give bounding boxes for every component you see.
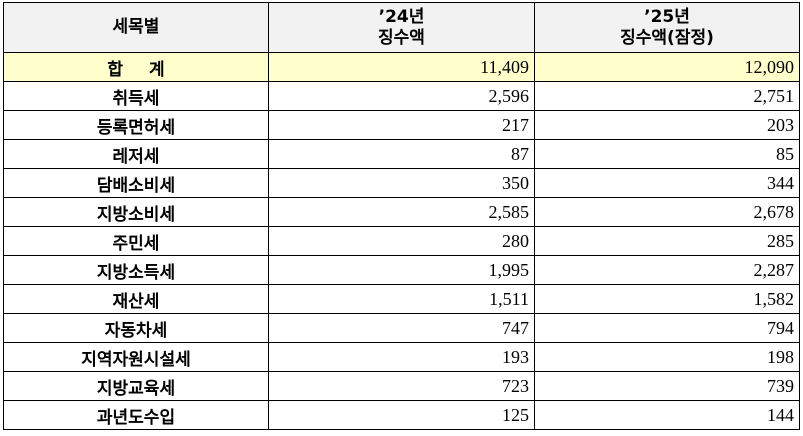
value-2024-cell: 87 (268, 139, 535, 169)
header-2024-label: 징수액 (378, 27, 425, 48)
header-2025-label: 징수액(잠정) (620, 27, 714, 48)
table-row: 담배소비세 350 344 (3, 168, 800, 198)
tax-category-cell: 주민세 (3, 226, 269, 256)
value-2024-cell: 2,596 (268, 81, 535, 111)
table-row: 재산세 1,511 1,582 (3, 284, 800, 314)
value-2024-cell: 217 (268, 110, 535, 140)
total-2025-value: 12,090 (534, 52, 800, 82)
total-label: 합 계 (3, 52, 269, 82)
value-2025-cell: 344 (534, 168, 800, 198)
value-2024-cell: 723 (268, 371, 535, 401)
tax-category-cell: 레저세 (3, 139, 269, 169)
header-tax-category: 세목별 (3, 2, 269, 53)
value-2025-cell: 198 (534, 342, 800, 372)
tax-collection-table: 세목별 ’24년 징수액 ’25년 징수액(잠정) 합 계 11,409 12,… (3, 2, 800, 430)
tax-category-cell: 과년도수입 (3, 400, 269, 430)
value-2025-cell: 203 (534, 110, 800, 140)
table-row: 레저세 87 85 (3, 139, 800, 169)
tax-category-cell: 지방교육세 (3, 371, 269, 401)
value-2024-cell: 1,995 (268, 255, 535, 285)
value-2025-cell: 285 (534, 226, 800, 256)
header-2024-year: ’24년 (378, 6, 425, 27)
table-row: 과년도수입 125 144 (3, 400, 800, 430)
tax-category-cell: 재산세 (3, 284, 269, 314)
header-tax-category-label: 세목별 (112, 17, 160, 37)
table-row: 등록면허세 217 203 (3, 110, 800, 140)
tax-category-cell: 등록면허세 (3, 110, 269, 140)
value-2024-cell: 747 (268, 313, 535, 343)
table-row: 취득세 2,596 2,751 (3, 81, 800, 111)
value-2025-cell: 144 (534, 400, 800, 430)
value-2025-cell: 2,287 (534, 255, 800, 285)
tax-category-cell: 지역자원시설세 (3, 342, 269, 372)
total-row: 합 계 11,409 12,090 (3, 52, 800, 82)
table-row: 지방소득세 1,995 2,287 (3, 255, 800, 285)
value-2024-cell: 1,511 (268, 284, 535, 314)
value-2025-cell: 2,751 (534, 81, 800, 111)
table-header: 세목별 ’24년 징수액 ’25년 징수액(잠정) (3, 2, 800, 53)
header-2025-collection: ’25년 징수액(잠정) (534, 2, 800, 53)
value-2024-cell: 193 (268, 342, 535, 372)
value-2024-cell: 350 (268, 168, 535, 198)
tax-category-cell: 지방소득세 (3, 255, 269, 285)
value-2025-cell: 1,582 (534, 284, 800, 314)
tax-category-cell: 자동차세 (3, 313, 269, 343)
value-2024-cell: 2,585 (268, 197, 535, 227)
header-row: 세목별 ’24년 징수액 ’25년 징수액(잠정) (3, 2, 800, 53)
value-2025-cell: 739 (534, 371, 800, 401)
table-row: 주민세 280 285 (3, 226, 800, 256)
value-2025-cell: 85 (534, 139, 800, 169)
value-2025-cell: 794 (534, 313, 800, 343)
tax-category-cell: 담배소비세 (3, 168, 269, 198)
tax-category-cell: 취득세 (3, 81, 269, 111)
table-row: 지방교육세 723 739 (3, 371, 800, 401)
table-row: 자동차세 747 794 (3, 313, 800, 343)
header-2025-year: ’25년 (644, 6, 690, 27)
value-2024-cell: 280 (268, 226, 535, 256)
table-row: 지방소비세 2,585 2,678 (3, 197, 800, 227)
value-2025-cell: 2,678 (534, 197, 800, 227)
tax-category-cell: 지방소비세 (3, 197, 269, 227)
total-2024-value: 11,409 (268, 52, 535, 82)
value-2024-cell: 125 (268, 400, 535, 430)
table-body: 합 계 11,409 12,090 취득세 2,596 2,751 등록면허세 217 2… (3, 52, 800, 430)
table-row: 지역자원시설세 193 198 (3, 342, 800, 372)
header-2024-collection: ’24년 징수액 (268, 2, 535, 53)
